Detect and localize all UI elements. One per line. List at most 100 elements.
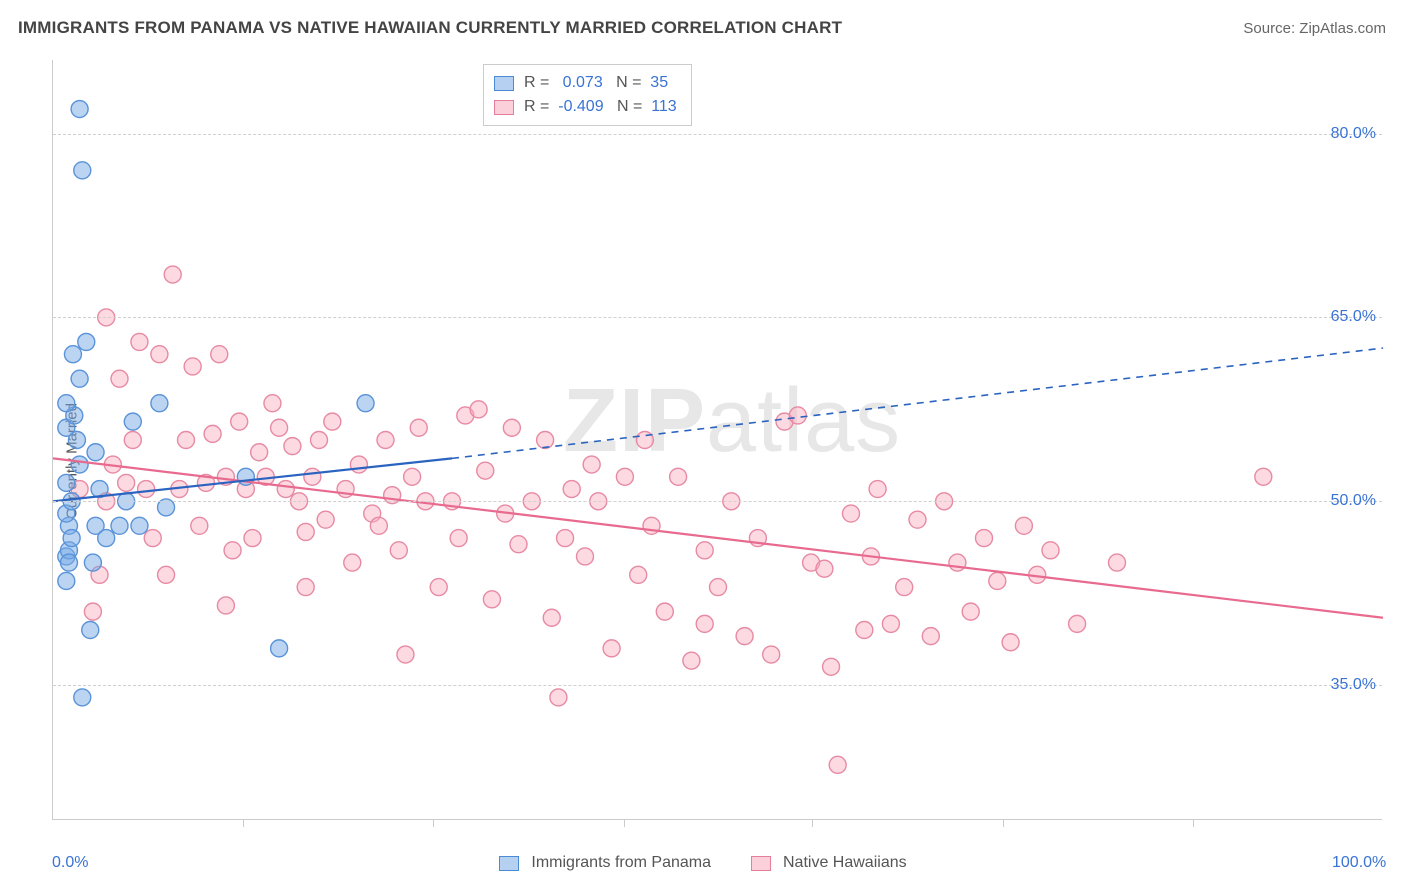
scatter-point-blue — [58, 572, 75, 589]
scatter-point-pink — [563, 481, 580, 498]
scatter-point-pink — [976, 530, 993, 547]
scatter-point-pink — [178, 432, 195, 449]
scatter-point-blue — [60, 554, 77, 571]
chart-container: Currently Married ZIPatlas R = 0.073 N =… — [18, 48, 1388, 874]
scatter-point-blue — [78, 333, 95, 350]
x-tick-mark — [433, 819, 434, 827]
scatter-point-blue — [151, 395, 168, 412]
scatter-plot-svg — [53, 60, 1382, 819]
scatter-point-pink — [616, 468, 633, 485]
scatter-point-blue — [111, 517, 128, 534]
x-tick-mark — [624, 819, 625, 827]
scatter-point-pink — [284, 438, 301, 455]
scatter-point-blue — [64, 346, 81, 363]
scatter-point-blue — [71, 456, 88, 473]
scatter-point-pink — [211, 346, 228, 363]
scatter-point-blue — [87, 444, 104, 461]
scatter-point-pink — [763, 646, 780, 663]
stats-row: R = -0.409 N = 113 — [494, 95, 677, 119]
scatter-point-pink — [577, 548, 594, 565]
scatter-point-pink — [670, 468, 687, 485]
pink-swatch-icon — [751, 856, 771, 871]
source-attribution: Source: ZipAtlas.com — [1243, 20, 1386, 37]
x-tick-mark — [243, 819, 244, 827]
scatter-point-pink — [118, 474, 135, 491]
scatter-point-blue — [82, 622, 99, 639]
scatter-point-pink — [184, 358, 201, 375]
scatter-point-pink — [882, 615, 899, 632]
x-tick-mark — [812, 819, 813, 827]
scatter-point-blue — [74, 689, 91, 706]
x-tick-mark — [1003, 819, 1004, 827]
scatter-point-pink — [377, 432, 394, 449]
scatter-point-pink — [324, 413, 341, 430]
scatter-point-pink — [111, 370, 128, 387]
scatter-point-pink — [158, 566, 175, 583]
gridline-horizontal — [53, 501, 1382, 502]
scatter-point-pink — [404, 468, 421, 485]
legend-label: Native Hawaiians — [783, 854, 907, 872]
legend-item: Native Hawaiians — [751, 854, 907, 872]
scatter-point-pink — [630, 566, 647, 583]
scatter-point-blue — [84, 554, 101, 571]
gridline-horizontal — [53, 317, 1382, 318]
scatter-point-pink — [297, 579, 314, 596]
scatter-point-pink — [696, 542, 713, 559]
y-tick-label: 65.0% — [1331, 308, 1376, 326]
legend-label: Immigrants from Panama — [531, 854, 711, 872]
scatter-point-pink — [543, 609, 560, 626]
scatter-point-pink — [350, 456, 367, 473]
scatter-point-pink — [251, 444, 268, 461]
scatter-point-pink — [537, 432, 554, 449]
scatter-point-pink — [869, 481, 886, 498]
scatter-point-blue — [357, 395, 374, 412]
scatter-point-pink — [1015, 517, 1032, 534]
scatter-point-pink — [557, 530, 574, 547]
scatter-point-blue — [131, 517, 148, 534]
scatter-point-pink — [317, 511, 334, 528]
scatter-point-pink — [397, 646, 414, 663]
scatter-point-pink — [483, 591, 500, 608]
scatter-point-pink — [1109, 554, 1126, 571]
trend-line-blue-dashed — [452, 348, 1383, 458]
scatter-point-pink — [231, 413, 248, 430]
scatter-point-pink — [131, 333, 148, 350]
scatter-point-pink — [989, 572, 1006, 589]
scatter-point-pink — [470, 401, 487, 418]
scatter-point-pink — [550, 689, 567, 706]
scatter-point-pink — [503, 419, 520, 436]
scatter-point-pink — [583, 456, 600, 473]
scatter-point-pink — [843, 505, 860, 522]
scatter-point-pink — [164, 266, 181, 283]
y-tick-label: 80.0% — [1331, 125, 1376, 143]
scatter-point-pink — [1042, 542, 1059, 559]
scatter-point-pink — [656, 603, 673, 620]
scatter-point-pink — [962, 603, 979, 620]
bottom-legend: Immigrants from Panama Native Hawaiians — [18, 854, 1388, 872]
scatter-point-pink — [297, 523, 314, 540]
blue-swatch-icon — [499, 856, 519, 871]
scatter-point-pink — [909, 511, 926, 528]
scatter-point-pink — [144, 530, 161, 547]
scatter-point-blue — [71, 101, 88, 118]
stats-legend-box: R = 0.073 N = 35R = -0.409 N = 113 — [483, 64, 692, 126]
scatter-point-blue — [124, 413, 141, 430]
scatter-point-pink — [922, 628, 939, 645]
chart-title: IMMIGRANTS FROM PANAMA VS NATIVE HAWAIIA… — [18, 18, 842, 38]
scatter-point-pink — [410, 419, 427, 436]
source-value: ZipAtlas.com — [1299, 20, 1386, 37]
scatter-point-blue — [271, 640, 288, 657]
y-tick-label: 50.0% — [1331, 492, 1376, 510]
scatter-point-pink — [277, 481, 294, 498]
scatter-point-pink — [191, 517, 208, 534]
scatter-point-pink — [138, 481, 155, 498]
blue-swatch-icon — [494, 76, 514, 91]
x-tick-label: 100.0% — [1332, 854, 1386, 872]
scatter-point-pink — [603, 640, 620, 657]
scatter-point-pink — [151, 346, 168, 363]
scatter-point-pink — [683, 652, 700, 669]
scatter-point-pink — [510, 536, 527, 553]
scatter-point-pink — [856, 622, 873, 639]
source-label: Source: — [1243, 20, 1299, 37]
scatter-point-pink — [896, 579, 913, 596]
